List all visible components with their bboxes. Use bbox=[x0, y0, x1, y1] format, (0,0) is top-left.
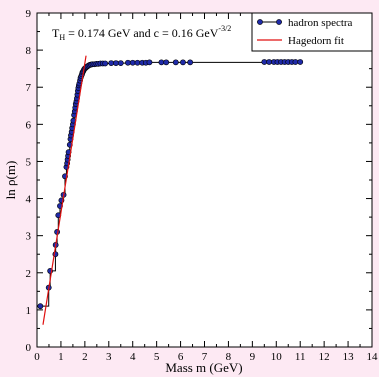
x-tick-label: 12 bbox=[319, 351, 330, 363]
spectra-point bbox=[129, 59, 136, 66]
legend-marker-spectra-2 bbox=[276, 19, 282, 25]
spectra-point bbox=[125, 59, 131, 66]
spectra-point bbox=[292, 59, 299, 65]
y-tick-label: 2 bbox=[26, 268, 32, 280]
x-axis-label: Mass m (GeV) bbox=[165, 360, 242, 375]
fit-line bbox=[42, 55, 87, 325]
y-tick-label: 6 bbox=[26, 119, 32, 131]
annotation-text: TH = 0.174 GeV and c = 0.16 GeV-3/2 bbox=[52, 24, 231, 42]
spectra-point bbox=[102, 60, 109, 67]
x-tick-label: 8 bbox=[226, 351, 232, 363]
x-tick-label: 0 bbox=[34, 351, 40, 363]
x-tick-label: 11 bbox=[295, 351, 306, 363]
y-tick-label: 7 bbox=[26, 82, 32, 94]
spectra-point bbox=[108, 60, 115, 66]
y-tick-label: 5 bbox=[26, 156, 32, 168]
legend: hadron spectra Hagedorn fit bbox=[251, 12, 373, 52]
y-tick-label: 1 bbox=[26, 305, 32, 317]
legend-label-spectra: hadron spectra bbox=[288, 17, 353, 29]
x-tick-label: 6 bbox=[178, 351, 184, 363]
spectra-point bbox=[297, 59, 304, 65]
spectra-point bbox=[117, 60, 124, 66]
x-tick-label: 14 bbox=[367, 351, 379, 363]
x-tick-label: 13 bbox=[343, 351, 355, 363]
x-tick-label: 9 bbox=[250, 351, 256, 363]
x-tick-label: 7 bbox=[202, 351, 208, 363]
x-tick-label: 3 bbox=[106, 351, 112, 363]
x-tick-labels: 0 1 2 3 4 5 6 7 8 9 10 11 12 13 14 bbox=[34, 351, 378, 363]
spectra-point bbox=[187, 59, 194, 66]
spectra-point bbox=[172, 59, 179, 66]
x-tick-label: 4 bbox=[130, 351, 136, 363]
x-tick-label: 10 bbox=[271, 351, 283, 363]
spectra-point bbox=[266, 59, 273, 65]
x-tick-label: 1 bbox=[58, 351, 64, 363]
y-tick-label: 4 bbox=[26, 194, 32, 206]
legend-label-fit: Hagedorn fit bbox=[288, 35, 344, 47]
y-tick-label: 8 bbox=[26, 45, 32, 57]
spectra-point bbox=[113, 60, 119, 66]
series-hagedorn-fit bbox=[42, 55, 87, 325]
x-tick-label: 2 bbox=[82, 351, 88, 363]
y-axis-label: ln ρ(m) bbox=[3, 161, 18, 200]
spectra-point bbox=[261, 59, 268, 65]
spectra-point bbox=[134, 59, 141, 66]
y-tick-labels: 0 1 2 3 4 5 6 7 8 9 bbox=[26, 8, 32, 354]
plot-area bbox=[36, 12, 373, 348]
legend-marker-spectra bbox=[257, 19, 263, 25]
axis-ticks bbox=[36, 12, 373, 348]
spectra-point bbox=[158, 59, 165, 66]
y-tick-label: 0 bbox=[26, 342, 32, 354]
y-tick-label: 3 bbox=[26, 231, 32, 243]
legend-box bbox=[251, 12, 373, 52]
spectra-point bbox=[180, 59, 186, 66]
y-tick-label: 9 bbox=[26, 8, 32, 20]
spectra-point bbox=[146, 59, 153, 66]
spectra-point bbox=[37, 303, 44, 310]
spectra-point bbox=[163, 59, 170, 66]
x-tick-label: 5 bbox=[154, 351, 160, 363]
